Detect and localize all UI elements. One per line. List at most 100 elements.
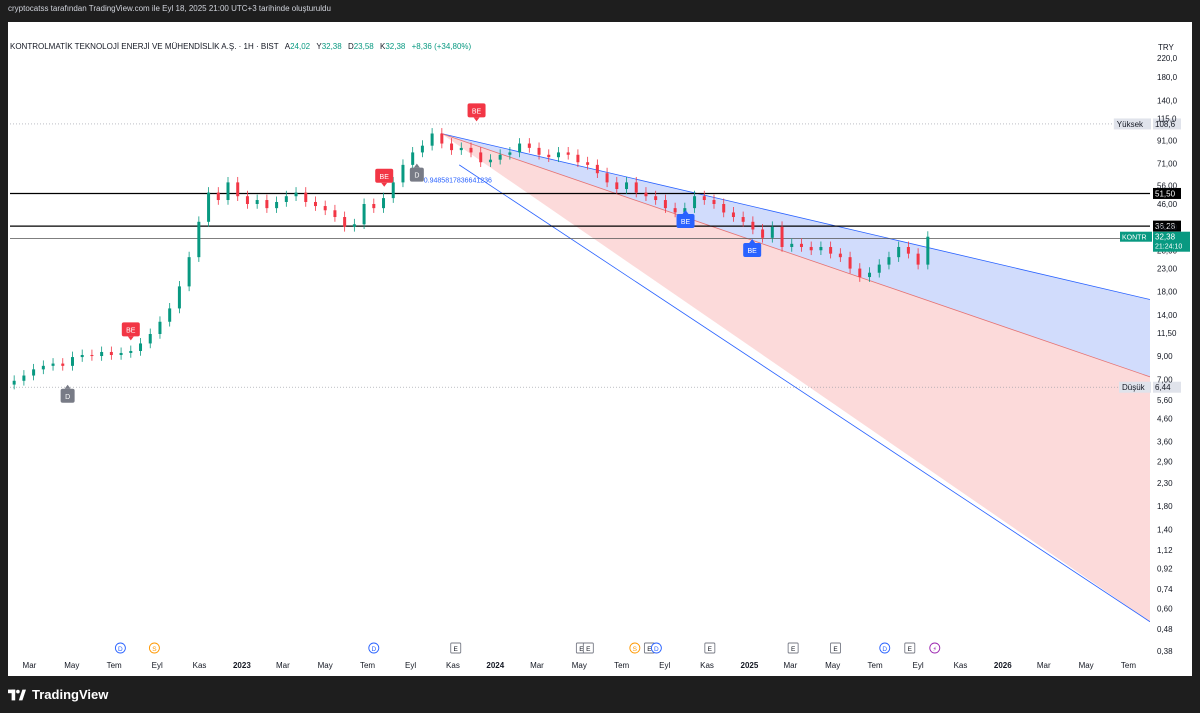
x-tick-13: May — [572, 661, 587, 670]
candle-body-54 — [537, 147, 541, 155]
candle-body-2 — [32, 369, 36, 376]
y-tick-21: 1,80 — [1157, 502, 1173, 511]
candle-body-94 — [926, 236, 930, 265]
symbol-header: KONTROLMATİK TEKNOLOJİ ENERJİ VE MÜHENDİ… — [10, 42, 471, 51]
candle-body-46 — [459, 147, 463, 151]
candle-body-82 — [809, 246, 813, 251]
event-marker-5 — [582, 642, 594, 654]
x-tick-25: May — [1079, 661, 1094, 670]
x-tick-20: Tem — [868, 661, 883, 670]
candle-body-51 — [508, 152, 512, 155]
candle-body-70 — [693, 196, 697, 209]
event-marker-9 — [704, 642, 716, 654]
signal-tip-3 — [413, 163, 420, 168]
event-label-4: E — [579, 646, 584, 653]
event-marker-13 — [904, 642, 916, 654]
tradingview-logo[interactable]: TradingView — [8, 687, 108, 702]
extreme-tag-text-3: 108,6 — [1155, 120, 1176, 129]
candle-body-21 — [216, 192, 220, 201]
candle-body-63 — [625, 182, 629, 190]
x-tick-7: May — [318, 661, 333, 670]
x-tick-9: Eyl — [405, 661, 416, 670]
x-tick-1: May — [64, 661, 79, 670]
candle-body-1 — [22, 375, 26, 381]
candle-body-66 — [654, 196, 658, 201]
candle-body-56 — [556, 152, 560, 158]
event-label-7: E — [647, 646, 652, 653]
open-label: A — [284, 42, 291, 51]
candle-body-60 — [595, 164, 599, 174]
signal-box-4 — [467, 103, 486, 118]
event-marker-10 — [787, 642, 799, 654]
candle-body-18 — [187, 257, 191, 287]
candle-body-55 — [547, 154, 551, 158]
candle-body-89 — [877, 264, 881, 273]
candle-body-73 — [722, 203, 726, 213]
candle-body-0 — [12, 380, 16, 385]
y-tick-19: 2,90 — [1157, 458, 1173, 467]
currency-label[interactable]: TRY — [1158, 43, 1174, 52]
candle-body-34 — [343, 217, 347, 227]
candle-body-28 — [284, 196, 288, 202]
extreme-label-3: Yüksek — [1117, 120, 1144, 129]
event-marker-14 — [929, 642, 941, 654]
candle-body-47 — [469, 147, 473, 153]
extreme-label-4: Düşük — [1122, 383, 1146, 392]
high-label: Y — [316, 42, 322, 51]
event-marker-1 — [148, 642, 160, 654]
price-tag-bg — [1153, 231, 1190, 252]
candle-body-62 — [615, 182, 619, 190]
candle-body-58 — [576, 154, 580, 163]
price-tag-symbol-bg — [1120, 231, 1152, 242]
x-tick-2: Tem — [107, 661, 122, 670]
y-tick-7: 46,00 — [1157, 200, 1178, 209]
candle-body-45 — [450, 143, 454, 151]
y-tick-14: 9,00 — [1157, 352, 1173, 361]
candle-body-53 — [527, 143, 531, 148]
fib-label: 0.9485817836641236 — [424, 177, 492, 184]
signal-label-4: BE — [472, 108, 482, 115]
y-tick-16: 5,60 — [1157, 396, 1173, 405]
low-value: 23,58 — [353, 42, 374, 51]
y-tick-26: 0,60 — [1157, 604, 1173, 613]
signal-tip-2 — [381, 182, 388, 187]
candle-body-76 — [751, 221, 755, 230]
candle-body-35 — [352, 224, 356, 227]
y-tick-4: 91,00 — [1157, 136, 1178, 145]
extreme-label-bg-4 — [1119, 381, 1151, 393]
x-tick-10: Kas — [446, 661, 460, 670]
candle-body-4 — [51, 363, 55, 366]
brand-name: TradingView — [32, 687, 109, 702]
candle-body-57 — [566, 152, 570, 155]
attribution-text: cryptocatss tarafından TradingView.com i… — [8, 4, 331, 13]
candle-body-61 — [605, 173, 609, 183]
candle-body-75 — [741, 217, 745, 222]
candle-body-9 — [100, 351, 104, 357]
event-label-8: D — [654, 646, 659, 653]
candle-body-69 — [683, 208, 687, 213]
candle-body-36 — [362, 203, 366, 225]
price-tag-value: 32,38 — [1155, 233, 1176, 242]
x-tick-18: Mar — [783, 661, 797, 670]
candle-body-8 — [90, 354, 94, 357]
x-tick-0: Mar — [23, 661, 37, 670]
x-tick-24: Mar — [1037, 661, 1051, 670]
candle-body-78 — [770, 226, 774, 238]
signal-box-3 — [409, 167, 424, 182]
candle-body-50 — [498, 154, 502, 160]
event-marker-2 — [368, 642, 380, 654]
signal-box-1 — [121, 322, 140, 337]
x-tick-8: Tem — [360, 661, 375, 670]
y-tick-25: 0,74 — [1157, 585, 1173, 594]
candle-body-5 — [61, 363, 65, 366]
x-tick-5: 2023 — [233, 661, 251, 670]
event-marker-6 — [629, 642, 641, 654]
candle-body-37 — [372, 203, 376, 209]
candle-body-72 — [712, 200, 716, 204]
candle-body-93 — [916, 253, 920, 265]
x-tick-11: 2024 — [486, 661, 504, 670]
candle-body-27 — [275, 201, 279, 209]
candle-body-17 — [177, 286, 181, 309]
event-label-5: E — [586, 646, 591, 653]
